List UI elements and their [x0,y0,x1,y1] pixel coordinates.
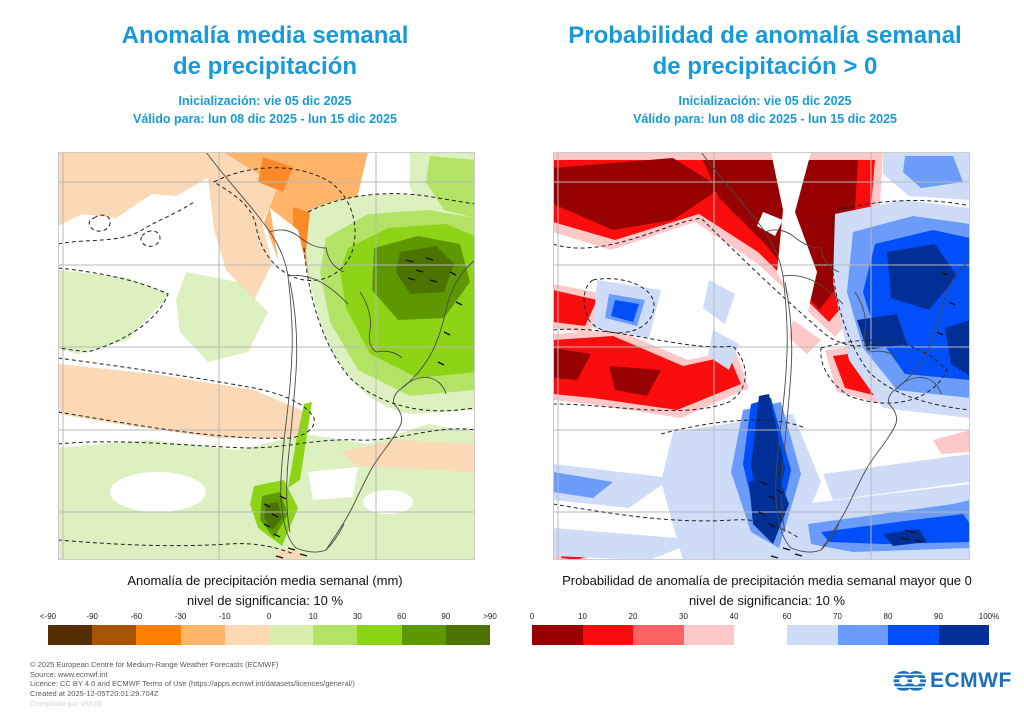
colorbar-tick-label: -10 [219,612,231,621]
colorbar-segment [224,625,270,645]
colorbar-tick-label: <-90 [39,612,57,621]
left-init-line: Inicialización: vie 05 dic 2025 [178,94,352,108]
colorbar-ticks: <-90 -90 -60 -30 -10 0 10 30 60 90 >90 [40,612,497,625]
colorbar-segment [888,625,939,645]
right-title-line2: de precipitación > 0 [652,53,878,80]
colorbar-tick-label: 60 [782,612,792,621]
colorbar-segment [269,625,314,645]
ecmwf-logo-icon [893,671,926,691]
right-map-significance-contours [553,200,970,539]
colorbar-segment [401,625,446,645]
left-caption-line2: nivel de significancia: 10 % [186,593,344,608]
footer-licence: Licence: CC BY 4.0 and ECMWF Terms of Us… [30,679,355,688]
colorbar-segment [683,625,734,645]
left-map-fill-regions [58,152,475,560]
colorbar-segment [180,625,225,645]
colorbar-tick-label: 0 [266,612,272,621]
colorbar-segment [357,625,402,645]
right-colorbar-blue: 60 70 80 90 100% [783,612,1000,645]
colorbar-tick-label: 40 [729,612,739,621]
left-map-gridlines [58,152,475,560]
colorbar-ticks: 60 70 80 90 100% [783,612,1000,625]
colorbar-segment [787,625,838,645]
colorbar-tick-label: 100% [978,612,1000,621]
colorbar-tick-label: 10 [578,612,587,621]
footer-compiled-by: Compilado por VVUG [30,699,103,708]
footer-attribution: © 2025 European Centre for Medium-Range … [30,660,355,698]
right-valid-line: Válido para: lun 08 dic 2025 - lun 15 di… [633,112,897,126]
right-map-probability [553,152,970,560]
colorbar-tick-label: 30 [352,612,362,621]
colorbar-tick-label: -90 [86,612,98,621]
left-panel-subtitle: Inicialización: vie 05 dic 2025 Válido p… [30,92,500,128]
left-map-precip-anomaly [58,152,475,560]
colorbar-tick-label: -30 [174,612,187,621]
right-map-fill-regions [553,152,970,560]
colorbar-segment [582,625,633,645]
left-map-significance-contours [58,167,475,555]
colorbar-tick-label: 0 [529,612,535,621]
colorbar-tick-label: 90 [934,612,943,621]
ecmwf-logo-text: ECMWF [930,669,1012,692]
colorbar-tick-label: >90 [483,612,497,621]
ecmwf-logo: ECMWF [893,669,1012,693]
left-title-line2: de precipitación [172,53,358,80]
colorbar-tick-label: 20 [628,612,638,621]
right-map-svg [553,152,970,560]
colorbar-segment [445,625,491,645]
left-colorbar: <-90 -90 -60 -30 -10 0 10 30 60 90 >90 [40,612,497,645]
right-map-coastlines [700,152,970,553]
colorbar-segment [532,625,583,645]
footer-source: Source: www.ecmwf.int [30,669,108,679]
left-map-coastlines [205,152,475,553]
colorbar-segment [837,625,888,645]
colorbar-segment [92,625,137,645]
right-init-line: Inicialización: vie 05 dic 2025 [678,94,852,108]
colorbar-tick-label: 70 [833,612,842,621]
right-title-line1: Probabilidad de anomalía semanal [568,22,962,49]
colorbar-tick-label: -60 [130,612,143,621]
right-panel-title: Probabilidad de anomalía semanal de prec… [530,20,1000,82]
colorbar-segment [313,625,358,645]
colorbar-tick-label: 90 [441,612,451,621]
left-valid-line: Válido para: lun 08 dic 2025 - lun 15 di… [133,112,397,126]
right-caption: Probabilidad de anomalía de precipitació… [517,571,1017,611]
right-colorbar-red: 0 10 20 30 40 [529,612,739,645]
right-caption-line1: Probabilidad de anomalía de precipitació… [562,573,972,588]
colorbar-ticks: 0 10 20 30 40 [529,612,739,625]
right-panel-subtitle: Inicialización: vie 05 dic 2025 Válido p… [530,92,1000,128]
footer-copyright: © 2025 European Centre for Medium-Range … [30,660,279,669]
left-map-svg [58,152,475,560]
right-map-gridlines [553,152,970,560]
colorbar-bar [787,625,989,645]
left-panel-title: Anomalía media semanal de precipitación [30,20,500,82]
colorbar-segment [938,625,989,645]
left-title-line1: Anomalía media semanal [121,22,409,49]
colorbar-segment [48,625,93,645]
colorbar-segment [633,625,684,645]
colorbar-tick-label: 80 [883,612,893,621]
left-caption: Anomalía de precipitación media semanal … [15,571,515,611]
left-map-hatching [263,257,463,559]
footer-created: Created at 2025-12-05T20:01:29.704Z [30,688,159,698]
right-map-hatching [758,271,956,559]
colorbar-tick-label: 10 [308,612,318,621]
left-caption-line1: Anomalía de precipitación media semanal … [127,573,403,588]
colorbar-segment [136,625,181,645]
colorbar-tick-label: 30 [679,612,688,621]
colorbar-tick-label: 60 [397,612,407,621]
colorbar-bar [532,625,734,645]
colorbar-bar [48,625,491,645]
right-caption-line2: nivel de significancia: 10 % [688,593,846,608]
